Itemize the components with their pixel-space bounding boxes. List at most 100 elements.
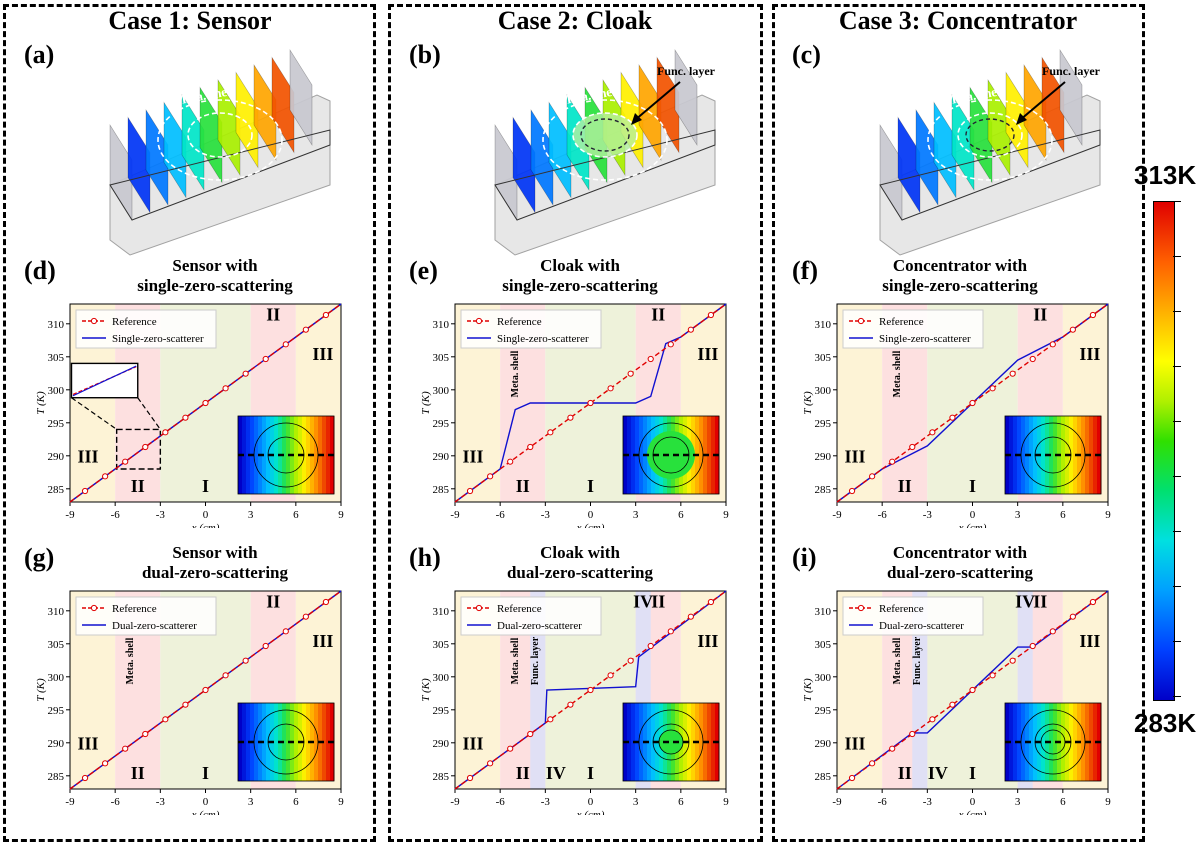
region-label-IV-left: IV bbox=[546, 763, 566, 783]
inset-cloaked-region bbox=[647, 431, 695, 479]
inset-cell bbox=[707, 703, 712, 781]
legend-scatterer-label: Dual-zero-scatterer bbox=[112, 620, 197, 632]
chart-title-d: Sensor with single-zero-scattering bbox=[137, 256, 293, 295]
x-tick-label: 3 bbox=[633, 796, 639, 808]
legend-reference-label: Reference bbox=[497, 316, 542, 328]
case-title-1: Case 1: Sensor bbox=[108, 6, 272, 35]
region-label-II-left: II bbox=[131, 476, 145, 496]
fin-2 bbox=[915, 108, 939, 207]
inset-cell bbox=[1089, 703, 1094, 781]
chart-h: -9 -6 -3 0 3 6 9 285 290 295 300 305 310 x (cm) T (K) M… bbox=[420, 590, 729, 815]
zoom-connector-2 bbox=[137, 397, 161, 430]
x-tick-label: -3 bbox=[156, 509, 166, 521]
reference-marker bbox=[567, 701, 574, 708]
reference-marker bbox=[929, 716, 936, 723]
reference-marker bbox=[1049, 341, 1056, 348]
fin-1 bbox=[512, 116, 536, 214]
fin-2 bbox=[145, 108, 169, 207]
inset-cell bbox=[282, 703, 287, 781]
reference-marker bbox=[222, 672, 229, 679]
reference-marker bbox=[242, 370, 249, 377]
reference-marker bbox=[527, 730, 534, 738]
case-title-3: Case 3: Concentrator bbox=[838, 6, 1078, 35]
y-tick-label: 300 bbox=[815, 672, 832, 684]
reference-marker bbox=[687, 326, 694, 333]
inset-cell bbox=[1081, 703, 1086, 781]
x-tick-label: 0 bbox=[970, 796, 976, 808]
region-label-I: I bbox=[969, 476, 976, 496]
y-tick-label: 310 bbox=[433, 606, 450, 618]
reference-marker bbox=[1029, 355, 1036, 363]
y-tick-label: 305 bbox=[48, 352, 65, 364]
reference-marker bbox=[1029, 642, 1036, 650]
reference-marker bbox=[889, 458, 896, 465]
x-tick-label: 6 bbox=[678, 796, 684, 808]
chart-title-g: Sensor with dual-zero-scattering bbox=[141, 543, 289, 582]
legend-box bbox=[460, 596, 602, 636]
chart-title-f: Concentrator with single-zero-scattering bbox=[882, 256, 1038, 295]
reference-marker bbox=[322, 598, 330, 606]
chart-title-h: Cloak with dual-zero-scattering bbox=[506, 543, 654, 582]
x-tick-label: 6 bbox=[293, 796, 299, 808]
legend-box bbox=[460, 309, 602, 349]
y-tick-label: 300 bbox=[433, 385, 450, 397]
inner-region-outline bbox=[187, 112, 253, 158]
func-layer-arrow bbox=[634, 81, 681, 121]
reference-marker bbox=[262, 355, 269, 363]
region-label-I: I bbox=[587, 763, 594, 783]
reference-marker bbox=[889, 745, 896, 752]
reference-marker bbox=[507, 458, 514, 465]
y-tick-label: 285 bbox=[48, 771, 65, 783]
fin-2 bbox=[530, 108, 554, 207]
region-label-III-right: III bbox=[312, 631, 333, 651]
region-label-III-right: III bbox=[697, 631, 718, 651]
region-label-III-right: III bbox=[1079, 344, 1100, 364]
func-layer-label: Func. layer bbox=[1042, 64, 1101, 78]
x-axis-label: x (cm) bbox=[576, 809, 605, 815]
y-tick-label: 310 bbox=[48, 606, 65, 618]
y-axis-label: T (K) bbox=[420, 678, 432, 702]
vertical-region-label: Meta. shell bbox=[892, 637, 903, 684]
reference-marker bbox=[627, 370, 634, 377]
x-tick-label: 6 bbox=[1060, 796, 1066, 808]
reference-marker bbox=[466, 487, 474, 495]
case-box-2 bbox=[388, 4, 763, 842]
region-label-II-right: II bbox=[1033, 592, 1047, 612]
y-tick-label: 300 bbox=[48, 672, 65, 684]
x-tick-label: -9 bbox=[832, 796, 842, 808]
inset-cell bbox=[1061, 703, 1066, 781]
y-axis-label: T (K) bbox=[35, 678, 47, 702]
y-tick-label: 310 bbox=[815, 319, 832, 331]
case-title-2: Case 2: Cloak bbox=[497, 6, 653, 35]
y-tick-label: 305 bbox=[815, 352, 832, 364]
reference-marker bbox=[1089, 598, 1097, 606]
meta-shell-outline bbox=[927, 99, 1053, 181]
inset-cell bbox=[294, 703, 299, 781]
legend-reference-label: Reference bbox=[879, 603, 924, 615]
panel-label-f: (f) bbox=[792, 256, 818, 285]
x-tick-label: 3 bbox=[633, 509, 639, 521]
reference-marker bbox=[567, 414, 574, 421]
reference-marker bbox=[487, 760, 494, 767]
region-label-III-left: III bbox=[845, 446, 866, 466]
reference-marker bbox=[302, 326, 309, 333]
x-axis-label: x (cm) bbox=[191, 522, 220, 528]
inset-cell bbox=[647, 703, 652, 781]
inset-cell bbox=[627, 703, 632, 781]
inset-cell bbox=[627, 416, 632, 494]
x-tick-label: -6 bbox=[878, 509, 888, 521]
inset-cell bbox=[1021, 703, 1026, 781]
reference-marker bbox=[1009, 657, 1016, 664]
reference-marker bbox=[909, 730, 916, 738]
fin-10 bbox=[289, 48, 313, 147]
reference-marker bbox=[122, 458, 129, 465]
region-label-II-left: II bbox=[516, 476, 530, 496]
inset-cell bbox=[1041, 703, 1046, 781]
vertical-region-label: Func. layer bbox=[530, 636, 541, 685]
y-tick-label: 310 bbox=[433, 319, 450, 331]
inset-cell bbox=[1049, 416, 1054, 494]
vertical-region-label: Meta. shell bbox=[510, 350, 521, 397]
reference-marker bbox=[1049, 628, 1056, 635]
reference-marker bbox=[547, 429, 554, 436]
x-tick-label: 6 bbox=[678, 509, 684, 521]
